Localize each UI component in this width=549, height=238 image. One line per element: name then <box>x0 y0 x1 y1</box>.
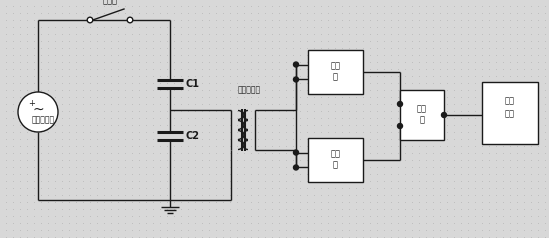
Text: 采集: 采集 <box>330 149 340 159</box>
Bar <box>400 90 444 140</box>
Bar <box>308 138 363 182</box>
Circle shape <box>294 165 299 170</box>
Text: +: + <box>29 99 36 108</box>
Circle shape <box>18 92 58 132</box>
Circle shape <box>87 17 93 23</box>
Text: 合并: 合并 <box>417 104 427 114</box>
Text: 录波: 录波 <box>505 109 515 119</box>
Circle shape <box>294 62 299 67</box>
Text: 故障: 故障 <box>505 96 515 105</box>
Bar <box>482 82 538 144</box>
Text: 试验变压器: 试验变压器 <box>31 115 54 124</box>
Text: 断路器: 断路器 <box>103 0 117 5</box>
Text: 电唸转换器: 电唸转换器 <box>238 85 261 94</box>
Text: 器: 器 <box>333 160 338 169</box>
Circle shape <box>127 17 133 23</box>
Text: 器: 器 <box>419 115 424 124</box>
Circle shape <box>294 77 299 82</box>
Text: C1: C1 <box>186 79 200 89</box>
Text: 采集: 采集 <box>330 61 340 70</box>
Text: C2: C2 <box>186 131 200 141</box>
Text: ~: ~ <box>32 103 44 117</box>
Text: 器: 器 <box>333 73 338 81</box>
Circle shape <box>397 124 402 129</box>
Circle shape <box>294 150 299 155</box>
Bar <box>308 50 363 94</box>
Circle shape <box>397 101 402 106</box>
Circle shape <box>441 113 446 118</box>
